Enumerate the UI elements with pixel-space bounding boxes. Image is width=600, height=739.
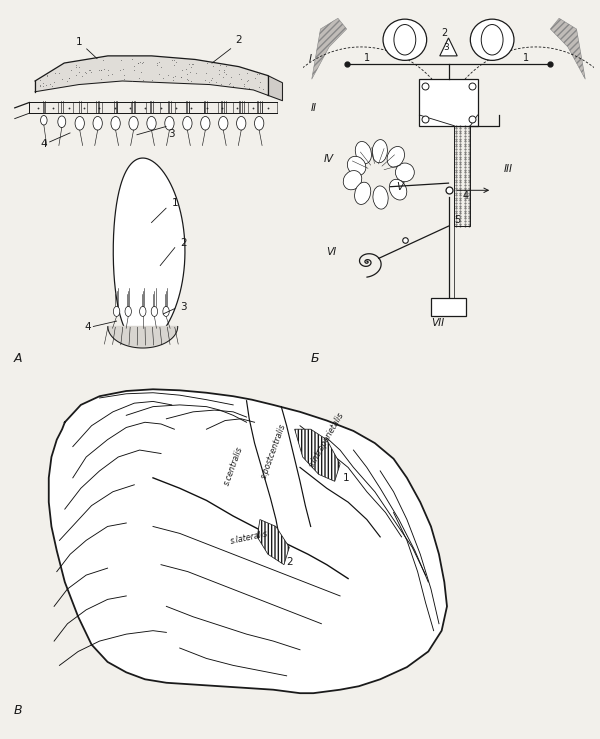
Ellipse shape [200, 117, 210, 130]
Ellipse shape [129, 117, 138, 130]
Text: 1: 1 [343, 473, 349, 483]
Text: В: В [14, 704, 23, 717]
Polygon shape [550, 18, 585, 79]
Text: s.intraparietalis: s.intraparietalis [307, 411, 346, 469]
Polygon shape [49, 389, 447, 693]
Text: 5: 5 [454, 214, 461, 225]
Polygon shape [268, 75, 283, 101]
Ellipse shape [395, 163, 415, 182]
Text: 2: 2 [181, 238, 187, 248]
Text: 4: 4 [41, 139, 47, 149]
Text: I: I [309, 54, 312, 64]
Text: 2: 2 [235, 35, 242, 45]
Ellipse shape [140, 307, 146, 316]
Text: A: A [13, 353, 22, 365]
Ellipse shape [383, 19, 427, 61]
Ellipse shape [394, 24, 416, 55]
Ellipse shape [347, 157, 366, 176]
Ellipse shape [387, 146, 404, 167]
Polygon shape [113, 158, 185, 344]
Text: 3: 3 [443, 43, 449, 52]
Ellipse shape [147, 117, 156, 130]
FancyBboxPatch shape [419, 79, 478, 126]
Ellipse shape [254, 117, 264, 130]
Ellipse shape [183, 117, 192, 130]
Ellipse shape [58, 116, 66, 128]
Text: 2: 2 [287, 556, 293, 567]
Ellipse shape [125, 307, 131, 316]
Ellipse shape [113, 307, 120, 316]
Text: VI: VI [326, 247, 337, 257]
Text: s.lateralis: s.lateralis [229, 529, 269, 546]
Ellipse shape [93, 117, 103, 130]
Polygon shape [35, 56, 268, 95]
Ellipse shape [151, 307, 158, 316]
Polygon shape [108, 327, 178, 348]
Text: 1: 1 [364, 53, 370, 64]
Text: 4: 4 [463, 191, 469, 201]
Text: s.centralis: s.centralis [222, 446, 244, 487]
Ellipse shape [111, 117, 120, 130]
Text: 1: 1 [76, 37, 82, 47]
Text: 3: 3 [169, 129, 175, 138]
Ellipse shape [75, 117, 85, 130]
Text: s.postcentralis: s.postcentralis [259, 422, 287, 480]
Text: Б: Б [310, 353, 319, 365]
Ellipse shape [218, 117, 228, 130]
Text: VII: VII [431, 319, 444, 329]
Text: 4: 4 [85, 322, 91, 332]
Polygon shape [29, 103, 277, 113]
Text: IV: IV [323, 154, 334, 163]
Polygon shape [257, 520, 289, 565]
Text: 1: 1 [523, 53, 529, 64]
Ellipse shape [165, 117, 174, 130]
Text: III: III [504, 164, 513, 174]
Ellipse shape [481, 24, 503, 55]
Ellipse shape [372, 140, 388, 163]
Text: II: II [310, 103, 316, 114]
Polygon shape [312, 18, 347, 79]
Ellipse shape [355, 183, 371, 205]
Ellipse shape [373, 186, 388, 209]
Text: 3: 3 [181, 302, 187, 313]
Polygon shape [440, 38, 457, 56]
Ellipse shape [236, 117, 246, 130]
Text: 1: 1 [172, 198, 178, 208]
Ellipse shape [470, 19, 514, 61]
Ellipse shape [163, 307, 169, 316]
Ellipse shape [355, 141, 371, 164]
Ellipse shape [343, 171, 362, 190]
Bar [454, 126, 470, 226]
Ellipse shape [41, 115, 47, 125]
Ellipse shape [389, 180, 407, 200]
Text: 2: 2 [441, 28, 448, 38]
Polygon shape [295, 429, 340, 481]
Bar [431, 298, 466, 316]
Text: V: V [396, 183, 403, 192]
